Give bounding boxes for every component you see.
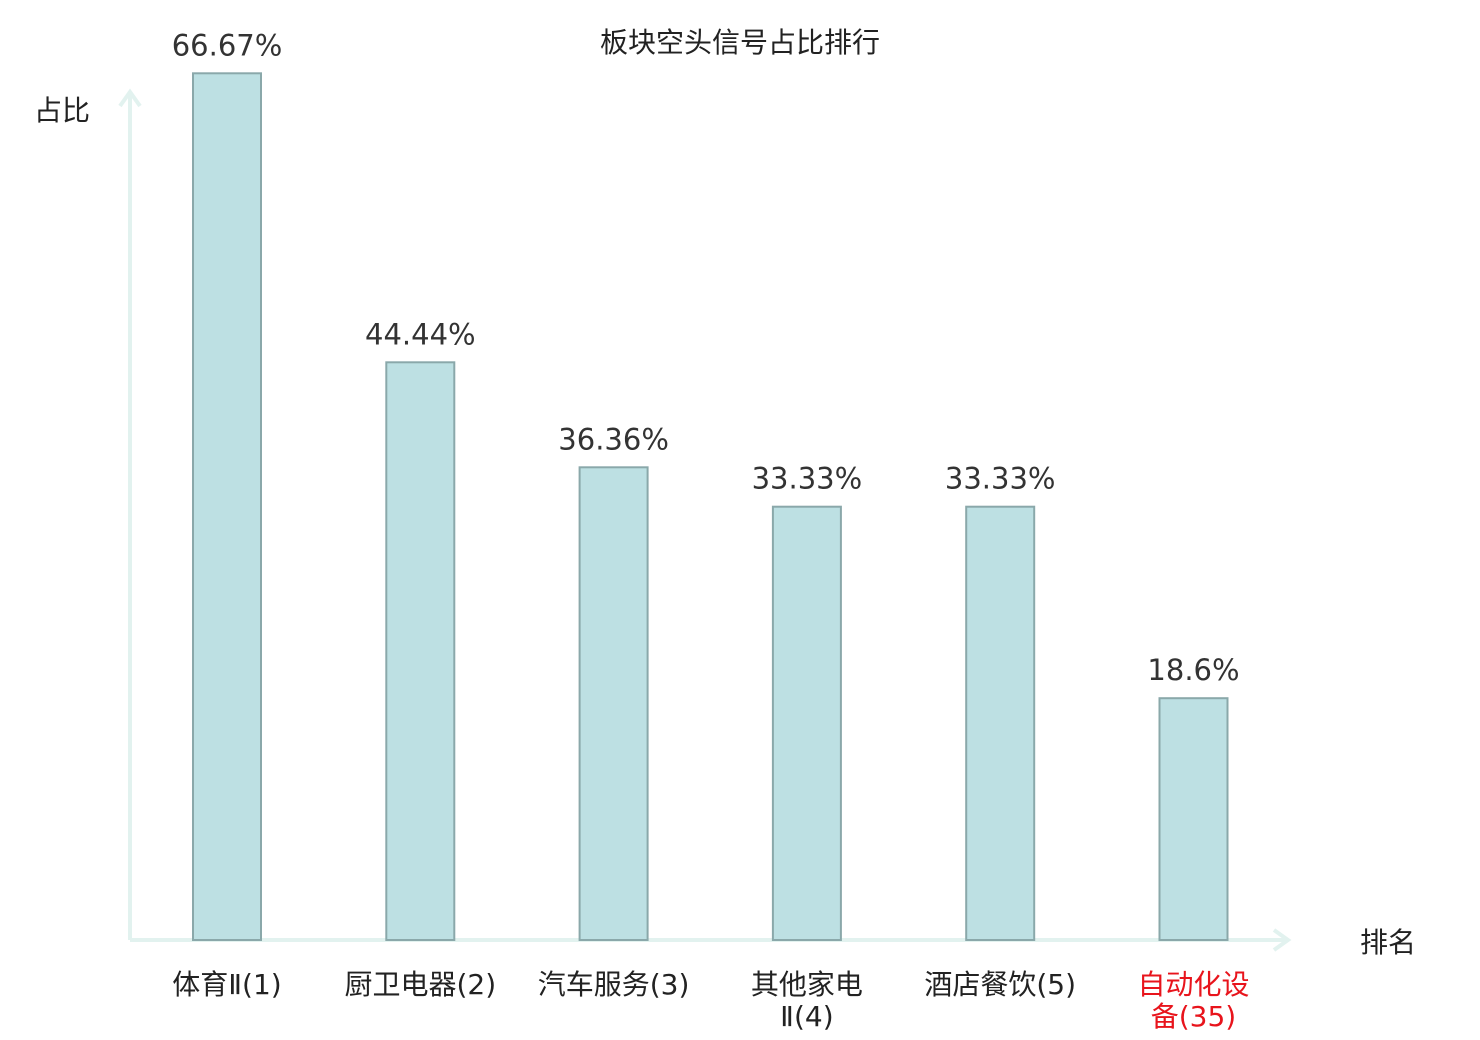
category-label-line: 体育Ⅱ(1) bbox=[172, 968, 281, 1001]
category-labels-group: 体育Ⅱ(1) 厨卫电器(2) 汽车服务(3) 其他家电 Ⅱ(4) 酒店餐饮(5) 自动化设备… bbox=[172, 968, 1249, 1033]
bar-4 bbox=[771, 505, 842, 941]
bar-3 bbox=[578, 466, 649, 941]
category-label-6: 自动化设备(35) bbox=[1137, 968, 1249, 1033]
category-label-line: 自动化设 bbox=[1137, 968, 1249, 1001]
category-label-2: 厨卫电器(2) bbox=[344, 968, 496, 1001]
bar-1 bbox=[192, 72, 262, 942]
category-label-line: 其他家电 bbox=[751, 968, 863, 1001]
value-label-1: 66.67% bbox=[172, 28, 283, 62]
category-label-5: 酒店餐饮(5) bbox=[924, 968, 1076, 1001]
bar-2 bbox=[385, 361, 456, 941]
category-label-line: Ⅱ(4) bbox=[780, 1000, 833, 1033]
value-label-2: 44.44% bbox=[365, 317, 476, 351]
category-label-4: 其他家电 Ⅱ(4) bbox=[751, 968, 863, 1033]
category-label-3: 汽车服务(3) bbox=[538, 968, 690, 1001]
value-label-5: 33.33% bbox=[945, 462, 1056, 496]
value-label-3: 36.36% bbox=[558, 422, 669, 456]
chart-title: 板块空头信号占比排行 bbox=[600, 26, 880, 59]
bars-group bbox=[192, 72, 1229, 942]
category-label-line: 厨卫电器(2) bbox=[344, 968, 496, 1001]
bar-6 bbox=[1158, 697, 1229, 942]
bar-5 bbox=[965, 505, 1036, 941]
value-label-4: 33.33% bbox=[752, 462, 863, 496]
axes bbox=[118, 88, 1292, 952]
y-axis-label: 占比 bbox=[34, 94, 90, 127]
value-label-6: 18.6% bbox=[1147, 653, 1239, 687]
value-labels-group: 66.67% 44.44% 36.36% 33.33% 33.33% 18.6% bbox=[172, 28, 1240, 687]
category-label-line: 汽车服务(3) bbox=[538, 968, 690, 1001]
y-axis-arrow-icon bbox=[118, 88, 142, 108]
category-label-line: 酒店餐饮(5) bbox=[924, 968, 1076, 1001]
x-axis-arrow-icon bbox=[1272, 928, 1292, 952]
x-axis-label: 排名 bbox=[1360, 926, 1416, 959]
category-label-line: 备(35) bbox=[1151, 1000, 1236, 1033]
category-label-1: 体育Ⅱ(1) bbox=[172, 968, 281, 1001]
